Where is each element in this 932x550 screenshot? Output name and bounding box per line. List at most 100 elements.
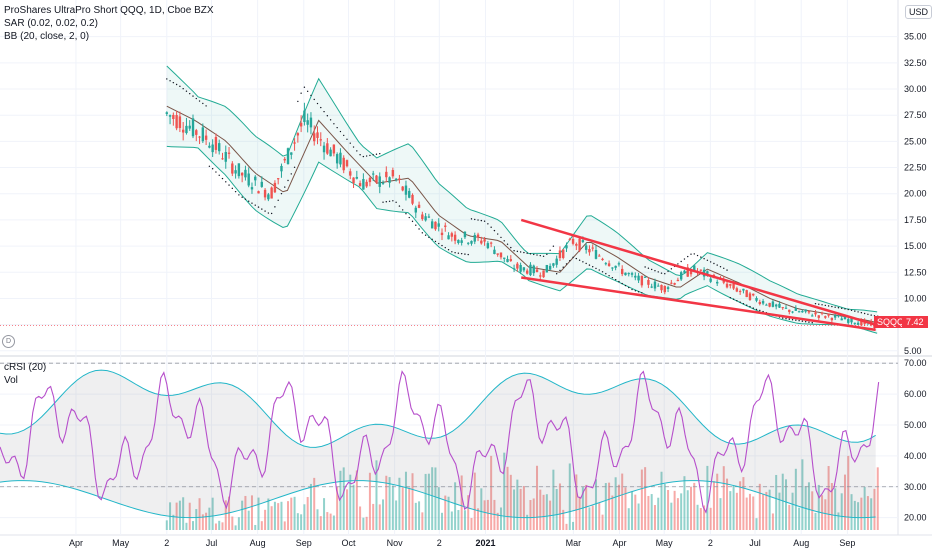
candle-body	[643, 276, 647, 278]
sar-dot	[598, 269, 600, 271]
sar-dot	[660, 272, 663, 274]
candle-body	[742, 288, 745, 291]
volume-bar	[457, 510, 460, 530]
volume-bar	[683, 476, 686, 530]
sar-dot	[231, 187, 234, 190]
candle-body	[201, 127, 205, 142]
sar-dot	[821, 304, 823, 306]
volume-bar	[647, 495, 650, 530]
volume-bar	[775, 474, 778, 530]
sar-dot	[398, 205, 401, 207]
volume-bar	[562, 509, 565, 530]
y-tick-label: 10.00	[904, 293, 927, 303]
sar-dot	[578, 259, 581, 261]
sar-dot	[670, 268, 673, 270]
candle-body	[509, 259, 513, 261]
sar-dot	[624, 284, 627, 287]
sar-dot	[804, 321, 807, 323]
candle-body	[489, 242, 493, 244]
candle-body	[604, 263, 608, 265]
sar-dot	[749, 305, 751, 308]
sar-dot	[323, 110, 325, 113]
trendline-lower	[521, 276, 876, 332]
volume-bar	[287, 501, 290, 530]
sar-dot	[464, 253, 466, 255]
candle-body	[539, 275, 542, 277]
sar-dot	[595, 267, 597, 270]
sar-dot	[850, 309, 853, 312]
candle-body	[240, 172, 244, 176]
candle-body	[637, 275, 640, 281]
volume-bar	[827, 466, 830, 530]
candle-body	[293, 142, 296, 144]
sar-dot	[329, 119, 332, 121]
sar-dot	[536, 254, 538, 256]
candle-body	[581, 240, 585, 243]
legend-crsi: cRSI (20)	[4, 362, 47, 373]
candle-body	[545, 264, 549, 273]
volume-bar	[329, 513, 332, 530]
sar-dot	[480, 219, 483, 222]
sar-dot	[333, 123, 335, 125]
candle-body	[244, 169, 247, 178]
sar-dot	[270, 212, 273, 215]
y-tick-label: 35.00	[904, 32, 927, 42]
legend-bb: BB (20, close, 2, 0)	[4, 31, 90, 42]
volume-bar	[837, 512, 840, 530]
volume-bar	[748, 493, 751, 530]
x-tick-label: 2	[437, 538, 442, 548]
sar-dot	[457, 252, 460, 254]
candle-body	[313, 133, 316, 142]
candle-body	[218, 143, 221, 152]
sar-dot	[510, 246, 512, 249]
candle-body	[368, 177, 372, 183]
candle-body	[444, 225, 447, 227]
candle-body	[421, 214, 424, 220]
sar-dot	[614, 278, 617, 281]
candle-body	[427, 216, 431, 218]
candle-body	[729, 284, 732, 286]
candle-body	[303, 110, 306, 123]
volume-bar	[663, 483, 666, 530]
volume-bar	[558, 483, 561, 530]
bb-fill	[166, 66, 878, 334]
volume-bar	[444, 495, 447, 530]
candle-body	[463, 231, 467, 238]
sar-dot	[650, 268, 653, 271]
volume-bar	[824, 499, 827, 530]
sar-dot	[444, 246, 446, 249]
sar-dot	[608, 275, 610, 277]
volume-bar	[490, 455, 493, 530]
lower-legend: cRSI (20) Vol	[4, 361, 46, 387]
sar-dot	[244, 198, 247, 200]
volume-bar	[486, 499, 489, 530]
volume-bar	[513, 489, 516, 530]
candle-body	[322, 145, 326, 153]
sar-dot	[251, 202, 253, 204]
volume-bar	[840, 493, 843, 530]
sar-dot	[546, 253, 548, 256]
dividend-marker-icon[interactable]: D	[2, 335, 15, 348]
candle-body	[768, 302, 771, 307]
volume-bar	[250, 495, 253, 530]
candle-body	[335, 154, 339, 164]
candle-body	[234, 170, 237, 174]
x-tick-label: 2	[164, 538, 169, 548]
volume-bar	[739, 481, 742, 530]
candle-body	[535, 269, 539, 273]
sar-dot	[860, 312, 863, 314]
sar-dot	[582, 261, 584, 263]
candle-body	[725, 283, 729, 288]
volume-bar	[404, 471, 407, 530]
sar-dot	[516, 250, 519, 253]
sar-dot	[723, 267, 725, 269]
volume-bar	[631, 491, 634, 530]
volume-bar	[588, 507, 591, 530]
volume-bar	[575, 474, 578, 530]
volume-bar	[712, 481, 715, 530]
bb-basis	[166, 105, 878, 324]
candle-body	[178, 116, 182, 129]
currency-label[interactable]: USD	[905, 5, 932, 19]
sar-dot	[713, 262, 715, 265]
